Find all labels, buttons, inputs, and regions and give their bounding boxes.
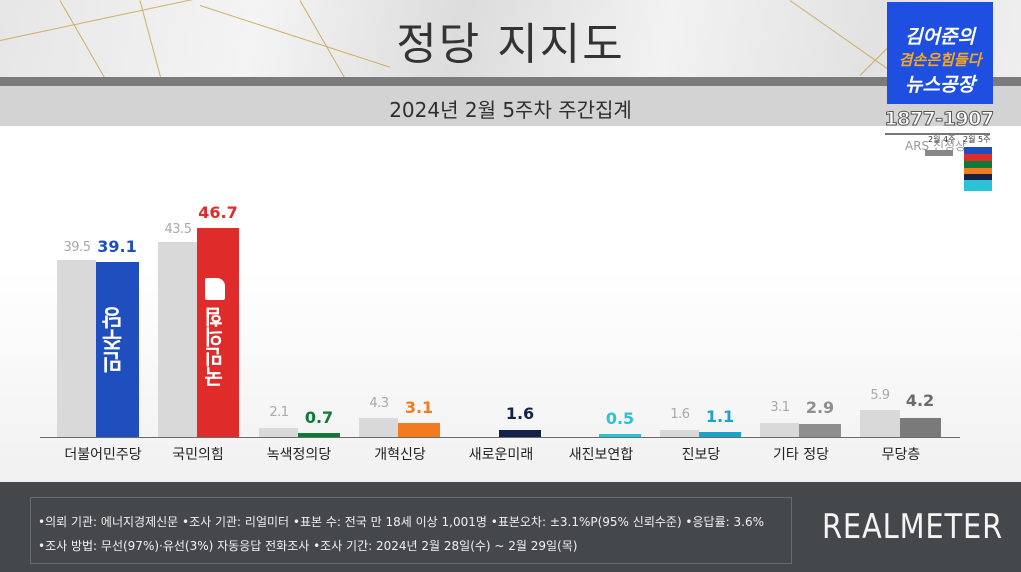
program-logo-line2: 겸손은힘들다 <box>898 51 982 69</box>
value-curr-green-justice: 0.7 <box>304 408 334 427</box>
bar-prev-independent <box>860 410 900 437</box>
legend-swatch-green <box>964 161 992 168</box>
bar-curr-independent <box>900 418 941 437</box>
democratic-party-logo: 민주당 <box>102 307 127 373</box>
legend-swatch-blue <box>964 147 992 154</box>
bar-curr-democratic <box>96 262 139 437</box>
legend-swatch-cyan <box>964 180 992 191</box>
program-logo: 김어준의 겸손은힘들다 뉴스공장 <box>887 2 993 104</box>
phone-underline <box>885 133 990 135</box>
value-curr-progressive: 1.1 <box>705 407 735 426</box>
category-label: 무당층 <box>881 447 921 463</box>
category-label: 기타 정당 <box>773 447 829 463</box>
bar-prev-green-justice <box>259 428 298 437</box>
bar-prev-other <box>760 423 799 437</box>
category-label: 국민의힘 <box>172 447 224 463</box>
survey-notes-box <box>30 497 792 564</box>
value-curr-other: 2.9 <box>805 398 835 417</box>
legend-curr-label: 2월 5주 <box>963 135 991 144</box>
ars-label: ARS 신청상 <box>905 139 967 153</box>
bar-prev-ppp <box>158 242 197 437</box>
bar-prev-reform <box>359 418 398 437</box>
value-curr-independent: 4.2 <box>905 391 935 410</box>
bar-curr-new-future <box>499 430 541 437</box>
realmeter-logo: REALMETER <box>822 507 1004 547</box>
survey-note-line1: •의뢰 기관: 에너지경제신문 •조사 기관: 리얼미터 •표본 수: 전국 만… <box>38 515 764 529</box>
phone-number: 1877-1907 <box>884 108 995 131</box>
bar-curr-new-progressive <box>599 434 641 437</box>
page-title: 정당 지지도 <box>396 19 625 70</box>
legend-swatch-orange <box>964 168 992 174</box>
value-curr-reform: 3.1 <box>404 398 434 417</box>
category-label: 개혁신당 <box>374 447 426 463</box>
bar-curr-green-justice <box>298 433 340 437</box>
header-divider <box>0 77 1021 86</box>
subtitle-bar <box>0 86 1021 126</box>
value-prev-other: 3.1 <box>770 400 790 415</box>
legend-swatch-red <box>964 154 992 161</box>
x-axis-baseline <box>40 437 960 438</box>
bar-curr-other <box>799 424 841 437</box>
value-prev-ppp: 43.5 <box>164 222 192 237</box>
ppp-logo-text: 국민의힘 <box>203 307 227 388</box>
category-label: 새진보연합 <box>568 447 634 463</box>
survey-note-line2: •조사 방법: 무선(97%)·유선(3%) 자동응답 전화조사 •조사 기간:… <box>38 539 578 553</box>
bar-prev-democratic <box>57 260 96 437</box>
value-prev-independent: 5.9 <box>870 388 890 403</box>
value-prev-reform: 4.3 <box>369 396 389 411</box>
bar-prev-progressive <box>660 430 699 437</box>
value-curr-new-progressive: 0.5 <box>605 409 635 428</box>
category-label: 새로운미래 <box>468 447 534 463</box>
header-banner: 정당 지지도 <box>0 0 1021 78</box>
program-logo-line1: 김어준의 <box>905 26 975 48</box>
value-prev-democratic: 39.5 <box>63 240 91 255</box>
bar-curr-reform <box>398 423 440 437</box>
category-label: 녹색정의당 <box>266 447 332 463</box>
value-curr-new-future: 1.6 <box>505 404 535 423</box>
category-label: 진보당 <box>681 447 721 463</box>
legend-prev-label: 2월 4주 <box>928 135 956 144</box>
legend-prev-swatch <box>925 150 953 156</box>
value-prev-progressive: 1.6 <box>670 407 690 422</box>
legend-swatch-navy <box>964 174 992 180</box>
chart-subtitle: 2024년 2월 5주차 주간집계 <box>389 98 632 122</box>
value-prev-green-justice: 2.1 <box>269 405 289 420</box>
value-curr-ppp: 46.7 <box>198 203 238 222</box>
bar-curr-progressive <box>699 432 741 437</box>
category-label: 더불어민주당 <box>64 447 142 463</box>
program-logo-line3: 뉴스공장 <box>905 74 975 96</box>
bar-curr-ppp <box>197 228 239 437</box>
ppp-logo-icon <box>205 278 225 300</box>
value-curr-democratic: 39.1 <box>97 237 137 256</box>
